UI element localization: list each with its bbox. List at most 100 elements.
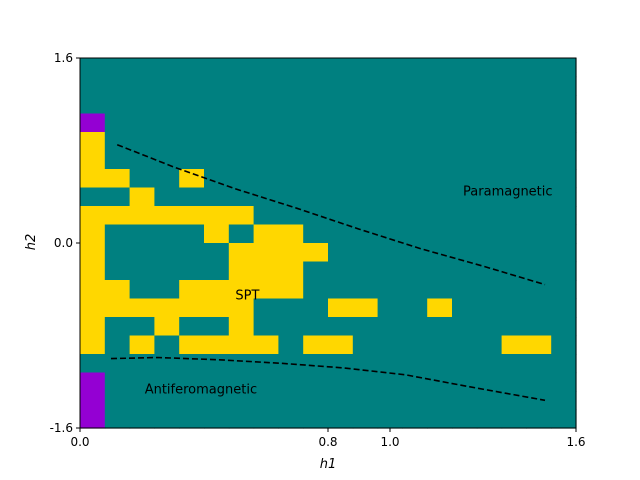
heatmap-cell — [328, 169, 354, 189]
heatmap-cell — [551, 95, 577, 115]
heatmap-cell — [228, 187, 255, 207]
heatmap-cell — [278, 409, 304, 429]
heatmap-cell — [228, 243, 255, 263]
heatmap-cell — [427, 261, 453, 281]
heatmap-cell — [452, 187, 478, 207]
heatmap-cell — [179, 132, 205, 152]
heatmap-cell — [526, 76, 552, 96]
heatmap-cell — [526, 409, 552, 429]
heatmap-cell — [303, 261, 329, 281]
heatmap-cell — [328, 261, 354, 281]
heatmap-cell — [328, 150, 354, 170]
heatmap-cell — [179, 224, 205, 244]
heatmap-cell — [129, 113, 155, 133]
heatmap-cell — [501, 224, 527, 244]
heatmap-cell — [104, 150, 131, 170]
heatmap-cell — [104, 354, 131, 374]
heatmap-cell — [104, 76, 131, 96]
heatmap-cell — [352, 58, 379, 78]
heatmap-cell — [377, 169, 403, 189]
heatmap-cell — [551, 280, 577, 300]
heatmap-cell — [129, 224, 155, 244]
heatmap-cell — [228, 132, 255, 152]
heatmap-cell — [80, 76, 106, 96]
heatmap-cell — [179, 409, 205, 429]
heatmap-cell — [179, 243, 205, 263]
heatmap-cell — [476, 409, 503, 429]
heatmap-cell — [452, 150, 478, 170]
heatmap-cell — [551, 372, 577, 392]
heatmap-cell — [377, 243, 403, 263]
heatmap-cell — [452, 372, 478, 392]
heatmap-cell — [129, 95, 155, 115]
heatmap-cell — [551, 391, 577, 411]
heatmap-cell — [303, 95, 329, 115]
heatmap-cell — [352, 280, 379, 300]
heatmap-cell — [501, 169, 527, 189]
heatmap-cell — [80, 298, 106, 318]
heatmap-cell — [104, 113, 131, 133]
heatmap-cell — [303, 354, 329, 374]
heatmap-cell — [452, 261, 478, 281]
heatmap-cell — [303, 206, 329, 226]
heatmap-cell — [204, 132, 230, 152]
heatmap-cell — [228, 298, 255, 318]
heatmap-cell — [204, 113, 230, 133]
heatmap-cell — [228, 261, 255, 281]
heatmap-cell — [526, 243, 552, 263]
heatmap-cell — [452, 391, 478, 411]
heatmap-cell — [154, 354, 180, 374]
heatmap-cell — [501, 187, 527, 207]
heatmap-cell — [303, 317, 329, 337]
heatmap-cell — [179, 261, 205, 281]
heatmap-cell — [228, 113, 255, 133]
heatmap-cell — [253, 317, 279, 337]
heatmap-cell — [476, 58, 503, 78]
heatmap-cells — [80, 58, 577, 429]
heatmap-cell — [402, 206, 428, 226]
heatmap-cell — [228, 206, 255, 226]
heatmap-cell — [104, 409, 131, 429]
heatmap-cell — [352, 150, 379, 170]
heatmap-cell — [179, 280, 205, 300]
heatmap-cell — [154, 243, 180, 263]
heatmap-cell — [278, 280, 304, 300]
heatmap-cell — [476, 354, 503, 374]
heatmap-cell — [129, 335, 155, 355]
heatmap-cell — [154, 169, 180, 189]
heatmap-cell — [452, 95, 478, 115]
heatmap-cell — [154, 224, 180, 244]
heatmap-cell — [253, 187, 279, 207]
heatmap-cell — [551, 354, 577, 374]
heatmap-cell — [278, 372, 304, 392]
heatmap-cell — [80, 206, 106, 226]
heatmap-cell — [228, 224, 255, 244]
heatmap-cell — [179, 354, 205, 374]
heatmap-cell — [551, 150, 577, 170]
heatmap-cell — [80, 169, 106, 189]
heatmap-cell — [452, 409, 478, 429]
heatmap-cell — [154, 335, 180, 355]
heatmap-cell — [303, 335, 329, 355]
heatmap-cell — [104, 298, 131, 318]
heatmap-cell — [278, 95, 304, 115]
heatmap-cell — [427, 95, 453, 115]
heatmap-cell — [104, 169, 131, 189]
heatmap-cell — [278, 317, 304, 337]
heatmap-cell — [228, 150, 255, 170]
heatmap-cell — [104, 280, 131, 300]
heatmap-cell — [303, 113, 329, 133]
heatmap-cell — [154, 95, 180, 115]
heatmap-cell — [303, 243, 329, 263]
x-tick-label: 0.8 — [318, 435, 337, 449]
heatmap-cell — [253, 224, 279, 244]
heatmap-cell — [476, 298, 503, 318]
heatmap-cell — [80, 372, 106, 392]
heatmap-cell — [204, 76, 230, 96]
heatmap-cell — [352, 113, 379, 133]
heatmap-cell — [427, 391, 453, 411]
heatmap-cell — [328, 280, 354, 300]
heatmap-cell — [551, 113, 577, 133]
heatmap-cell — [278, 206, 304, 226]
heatmap-cell — [253, 150, 279, 170]
